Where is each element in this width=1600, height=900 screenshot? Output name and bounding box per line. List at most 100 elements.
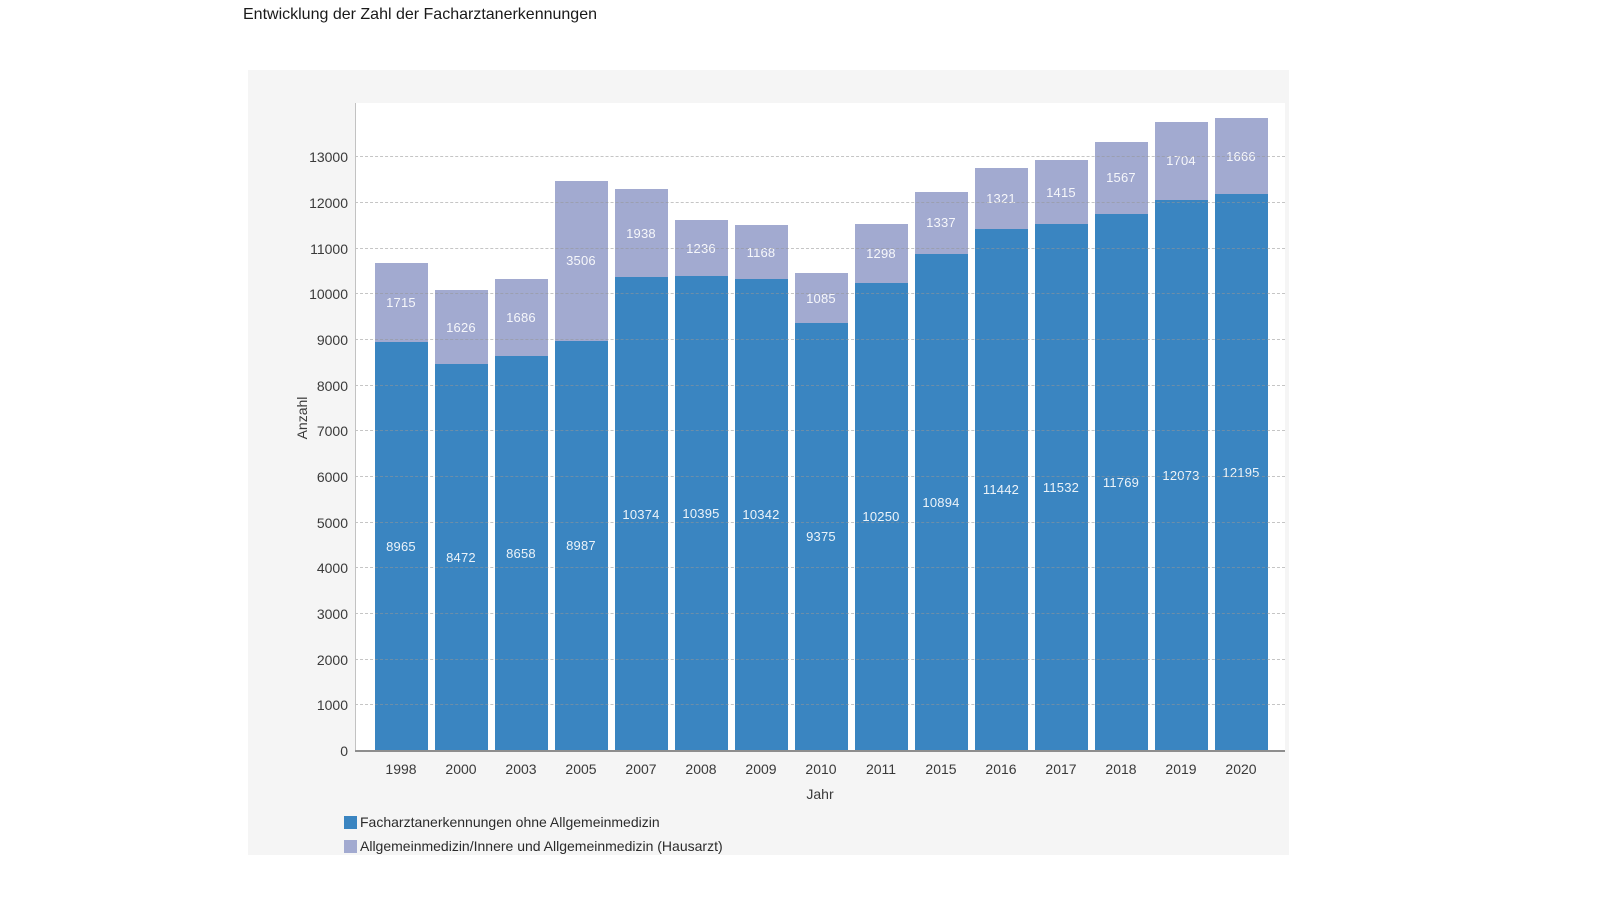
bar-value-label: 8472 — [446, 550, 476, 566]
bar-segment: 1666 — [1214, 118, 1268, 195]
chart-panel: 8965 1715 8472 1626 8658 1686 8987 3506 10374 193… — [248, 70, 1289, 855]
bar-value-label: 1415 — [1046, 184, 1076, 200]
bar-value-label: 3506 — [566, 253, 596, 269]
legend-swatch-icon — [344, 839, 357, 853]
legend-item: Allgemeinmedizin/Innere und Allgemeinmed… — [344, 834, 723, 858]
y-tick-label: 8000 — [316, 377, 348, 394]
y-tick-label: 13000 — [309, 149, 348, 166]
gridline — [355, 430, 1285, 432]
bar-2016: 11442 1321 — [974, 103, 1028, 751]
gridline — [355, 704, 1285, 706]
bar-2015: 10894 1337 — [914, 103, 968, 751]
x-tick-label: 1998 — [385, 761, 417, 777]
x-tick-label: 2009 — [745, 761, 777, 777]
y-tick-label: 2000 — [316, 651, 348, 668]
bar-segment: 3506 — [554, 180, 608, 341]
x-tick-label: 2016 — [985, 761, 1017, 777]
gridline — [355, 339, 1285, 341]
bar-value-label: 9375 — [806, 529, 836, 545]
chart-title: Entwicklung der Zahl der Facharztanerken… — [243, 6, 597, 23]
legend-item: Facharztanerkennungen ohne Allgemeinmedi… — [344, 810, 723, 834]
bar-segment: 8987 — [554, 340, 608, 751]
bar-2020: 12195 1666 — [1214, 103, 1268, 751]
y-tick-label: 4000 — [316, 560, 348, 577]
y-tick-label: 11000 — [310, 240, 348, 257]
bar-segment: 1715 — [374, 263, 428, 342]
bar-value-label: 1666 — [1226, 148, 1256, 164]
bar-segment: 8472 — [434, 364, 488, 751]
bar-segment: 1298 — [854, 223, 908, 283]
x-axis-title: Jahr — [806, 786, 834, 802]
bar-value-label: 1715 — [386, 294, 416, 310]
bar-value-label: 8987 — [566, 538, 596, 554]
bar-segment: 9375 — [794, 322, 848, 751]
y-tick-label: 0 — [340, 743, 348, 759]
legend-swatch-icon — [344, 815, 357, 829]
y-tick-label: 3000 — [316, 606, 348, 622]
bar-segment: 1704 — [1154, 121, 1208, 200]
x-tick-label: 2000 — [445, 761, 477, 777]
bar-2008: 10395 1236 — [674, 103, 728, 751]
gridline — [355, 613, 1285, 615]
bar-value-label: 1938 — [626, 225, 656, 241]
bar-2003: 8658 1686 — [494, 103, 548, 751]
x-tick-label: 2017 — [1045, 761, 1077, 777]
bar-segment: 1567 — [1094, 142, 1148, 214]
bar-segment: 1415 — [1034, 159, 1088, 225]
bar-value-label: 12073 — [1162, 467, 1200, 483]
legend-label: Facharztanerkennungen ohne Allgemeinmedi… — [360, 814, 660, 830]
legend: Facharztanerkennungen ohne Allgemeinmedi… — [344, 810, 723, 858]
bar-value-label: 8965 — [386, 538, 416, 554]
bar-value-label: 1686 — [506, 309, 536, 325]
bar-value-label: 10250 — [862, 509, 900, 525]
x-axis-line — [355, 750, 1285, 752]
bar-segment: 1938 — [614, 188, 668, 278]
gridline — [355, 202, 1285, 204]
y-tick-label: 7000 — [316, 423, 348, 440]
x-tick-label: 2015 — [925, 761, 957, 777]
bar-segment: 1686 — [494, 278, 548, 356]
gridline — [355, 567, 1285, 569]
bar-segment: 1085 — [794, 273, 848, 323]
x-tick-label: 2008 — [685, 761, 717, 777]
bar-segment: 11442 — [974, 228, 1028, 751]
x-tick-label: 2005 — [565, 761, 597, 777]
bar-2019: 12073 1704 — [1154, 103, 1208, 751]
bar-1998: 8965 1715 — [374, 103, 428, 751]
bar-2018: 11769 1567 — [1094, 103, 1148, 751]
bar-2005: 8987 3506 — [554, 103, 608, 751]
bar-value-label: 10342 — [742, 507, 780, 523]
bar-value-label: 11532 — [1042, 480, 1080, 496]
bar-segment: 11769 — [1094, 213, 1148, 751]
bar-2011: 10250 1298 — [854, 103, 908, 751]
y-tick-label: 12000 — [309, 195, 348, 211]
bar-segment: 1168 — [734, 225, 788, 279]
bar-2009: 10342 1168 — [734, 103, 788, 751]
y-tick-label: 1000 — [316, 697, 348, 714]
bar-segment: 10250 — [854, 282, 908, 751]
bar-value-label: 12195 — [1222, 465, 1260, 481]
y-axis-line — [355, 103, 356, 751]
bar-value-label: 11442 — [982, 482, 1020, 498]
bar-segment: 10395 — [674, 276, 728, 751]
legend-label: Allgemeinmedizin/Innere und Allgemeinmed… — [360, 838, 723, 854]
x-tick-label: 2010 — [805, 761, 837, 777]
bar-segment: 1626 — [434, 289, 488, 365]
bar-value-label: 1085 — [806, 290, 836, 306]
bar-segment: 10342 — [734, 278, 788, 751]
bar-2000: 8472 1626 — [434, 103, 488, 751]
bar-segment: 10894 — [914, 253, 968, 751]
bar-value-label: 1337 — [926, 215, 956, 231]
y-tick-label: 10000 — [309, 286, 348, 303]
bar-value-label: 10395 — [682, 506, 720, 522]
bar-value-label: 1321 — [986, 190, 1016, 206]
bar-value-label: 1626 — [446, 319, 476, 335]
gridline — [355, 247, 1285, 249]
x-tick-label: 2018 — [1105, 761, 1137, 777]
bar-value-label: 10894 — [922, 494, 960, 510]
y-axis-title: Anzahl — [294, 396, 310, 440]
y-tick-label: 5000 — [316, 514, 348, 531]
y-tick-label: 6000 — [316, 469, 348, 485]
bar-value-label: 1298 — [866, 245, 896, 261]
